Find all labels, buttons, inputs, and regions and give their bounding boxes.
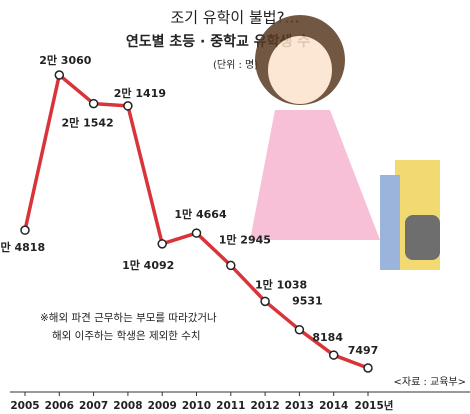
x-tick-label: 2007 [79, 400, 108, 412]
value-label: 7497 [348, 344, 379, 357]
value-label: 1만 1038 [255, 277, 307, 291]
value-label: 1만 2945 [219, 232, 271, 246]
point [328, 350, 339, 360]
unit-label: (단위 : 명) [213, 58, 258, 71]
value-label: 2만 1419 [114, 86, 166, 100]
value-label: 1만 4092 [122, 258, 174, 272]
source-label: <자료 : 교육부> [394, 376, 466, 388]
value-label: 1만 4818 [0, 240, 45, 254]
point [20, 225, 30, 235]
point [123, 101, 133, 111]
x-tick-label: 2013 [285, 400, 314, 412]
point [294, 324, 305, 335]
note-line: 해외 이주하는 학생은 제외한 수치 [52, 329, 201, 342]
x-tick-label: 2015년 [355, 399, 394, 412]
point [260, 296, 270, 307]
x-tick-label: 2011 [216, 400, 245, 412]
point [88, 98, 99, 109]
x-tick-label: 2010 [182, 400, 211, 412]
x-tick-label: 2006 [45, 400, 74, 412]
x-tick-label: 2009 [148, 400, 177, 412]
chart-title: 조기 유학이 불법?… [170, 9, 299, 27]
x-tick-label: 2014 [319, 400, 348, 412]
value-label: 1만 4664 [174, 207, 227, 221]
value-label: 9531 [292, 295, 323, 308]
x-tick-label: 2005 [10, 400, 39, 412]
point [54, 70, 65, 80]
illustration [250, 15, 440, 270]
note-line: ※해외 파견 근무하는 부모를 따라갔거나 [40, 311, 217, 324]
value-label: 2만 1542 [61, 116, 113, 130]
x-tick-label: 2008 [113, 400, 142, 412]
point [363, 363, 373, 373]
value-label: 2만 3060 [39, 53, 92, 67]
point [191, 228, 202, 238]
x-tick-label: 2012 [250, 400, 279, 412]
value-label: 8184 [312, 331, 343, 344]
point [157, 239, 167, 249]
point [226, 260, 236, 271]
